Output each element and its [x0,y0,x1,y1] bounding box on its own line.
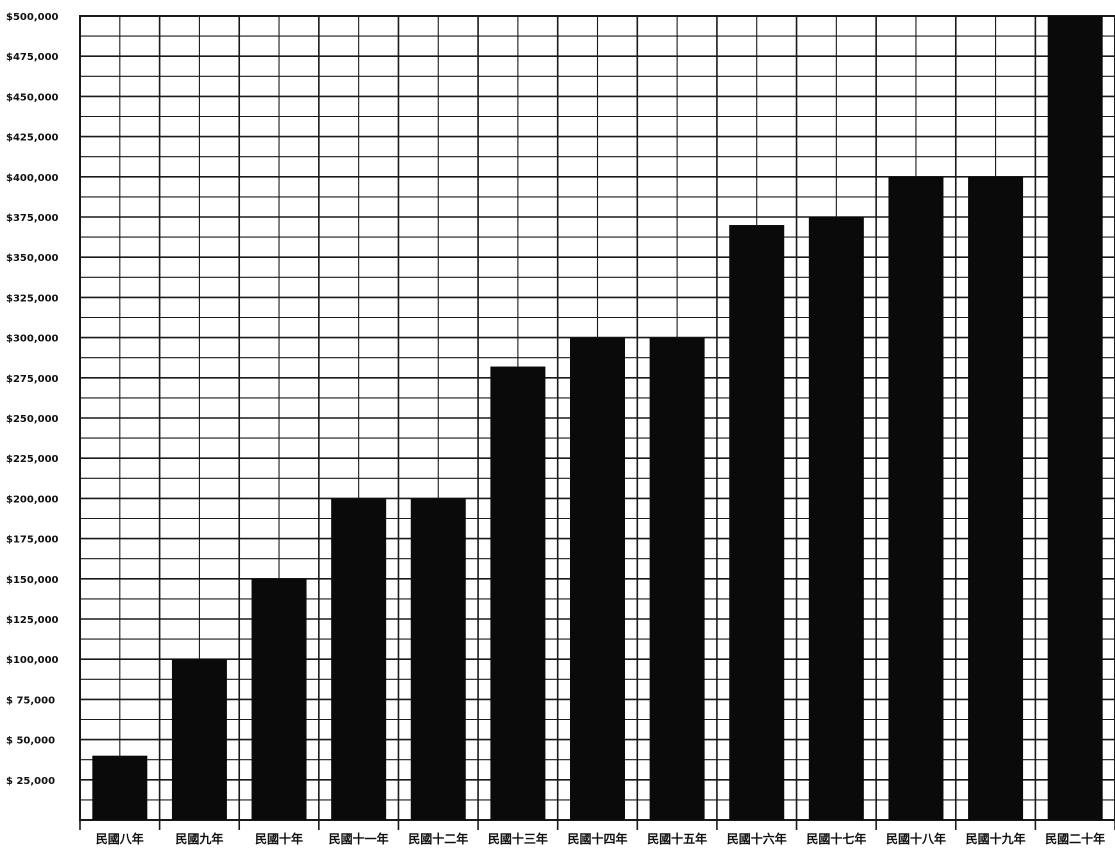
bar-2 [171,659,227,820]
y-tick-label: $ 75,000 [6,695,55,706]
y-tick-label: $400,000 [6,173,59,184]
y-tick-label: $175,000 [6,535,59,546]
bar-13 [1047,16,1103,820]
x-category-label: 民國十年 [255,831,303,846]
bar-4 [331,498,387,820]
y-tick-label: $225,000 [6,454,59,465]
x-category-label: 民國十二年 [408,831,468,846]
y-tick-label: $250,000 [6,414,59,425]
x-category-label: 民國二十年 [1045,831,1105,846]
bar-12 [968,176,1024,821]
x-category-label: 民國十四年 [567,831,627,846]
x-category-label: 民國十九年 [966,831,1026,846]
y-tick-label: $325,000 [6,293,59,304]
y-tick-label: $200,000 [6,494,59,505]
x-category-label: 民國十五年 [647,831,707,846]
y-tick-label: $ 25,000 [6,776,55,787]
x-category-label: 民國十八年 [886,831,946,846]
bar-8 [649,337,705,820]
x-category-label: 民國十三年 [488,831,548,846]
y-tick-label: $100,000 [6,655,59,666]
x-category-label: 民國十一年 [329,831,389,846]
bar-9 [729,225,785,821]
y-tick-label: $275,000 [6,374,59,385]
bar-11 [888,176,944,821]
x-category-label: 民國九年 [175,831,223,846]
bar-1 [92,755,148,820]
y-tick-label: $450,000 [6,92,59,103]
x-category-label: 民國八年 [96,831,144,846]
y-tick-label: $475,000 [6,52,59,63]
x-category-label: 民國十六年 [727,831,787,846]
bar-10 [808,217,864,820]
y-tick-label: $ 50,000 [6,736,55,747]
bar-7 [570,337,625,820]
bar-6 [490,366,546,820]
y-tick-label: $375,000 [6,213,59,224]
y-tick-label: $350,000 [6,253,59,264]
y-tick-label: $500,000 [6,12,59,23]
bar-3 [251,578,307,820]
y-tick-label: $425,000 [6,133,59,144]
y-tick-label: $300,000 [6,334,59,345]
y-tick-label: $125,000 [6,615,59,626]
x-category-label: 民國十七年 [806,831,866,846]
bar-5 [410,498,466,820]
y-tick-label: $150,000 [6,575,59,586]
